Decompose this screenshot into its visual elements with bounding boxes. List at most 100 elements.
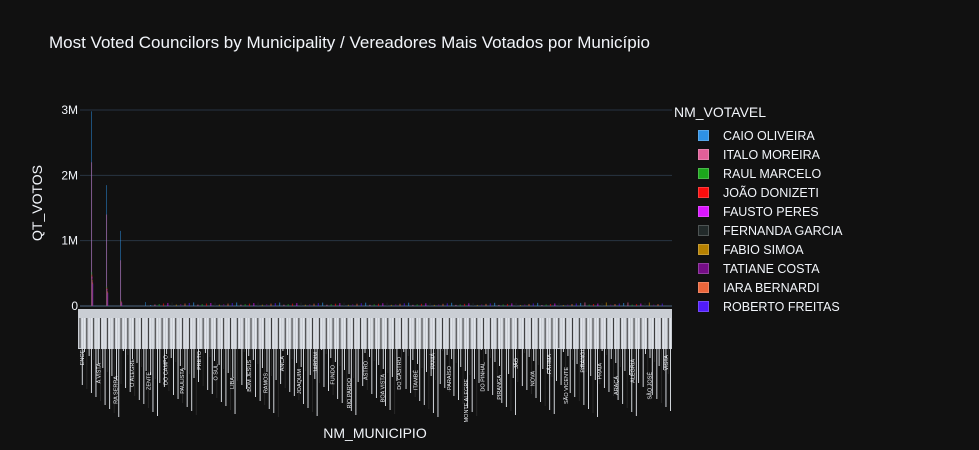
bar[interactable] [498, 304, 500, 306]
bar[interactable] [352, 304, 354, 306]
bar[interactable] [446, 303, 448, 306]
bar[interactable] [386, 302, 388, 306]
bar[interactable] [502, 304, 504, 306]
bar[interactable] [304, 304, 306, 306]
bar[interactable] [614, 304, 616, 306]
bar[interactable] [623, 302, 625, 306]
bar[interactable] [218, 304, 220, 306]
bar[interactable] [429, 302, 431, 306]
bar[interactable] [592, 303, 595, 306]
bar[interactable] [184, 303, 186, 306]
bar[interactable] [188, 302, 190, 306]
bar[interactable] [489, 303, 491, 306]
bar[interactable] [451, 302, 453, 306]
bar[interactable] [167, 302, 169, 306]
bar[interactable] [253, 303, 255, 306]
bar[interactable] [481, 304, 483, 306]
bar[interactable] [562, 305, 564, 306]
bar[interactable] [644, 303, 646, 306]
bar[interactable] [635, 304, 638, 306]
bar[interactable] [545, 304, 547, 306]
legend-item[interactable]: IARA BERNARDI [672, 278, 872, 297]
legend-item[interactable]: JOÃO DONIZETI [672, 183, 872, 202]
bar[interactable] [343, 302, 345, 306]
bar[interactable] [162, 303, 165, 306]
bar[interactable] [150, 305, 152, 306]
bar[interactable] [459, 304, 461, 306]
bar[interactable] [107, 292, 109, 306]
bar[interactable] [420, 303, 423, 306]
legend-item[interactable]: FAUSTO PERES [672, 202, 872, 221]
bar[interactable] [438, 304, 440, 306]
bar[interactable] [322, 302, 324, 306]
bar[interactable] [296, 303, 298, 306]
bar[interactable] [494, 302, 496, 306]
bar[interactable] [528, 303, 530, 306]
bar[interactable] [541, 304, 543, 306]
legend-item[interactable]: RAUL MARCELO [672, 164, 872, 183]
bar[interactable] [382, 303, 384, 306]
bar[interactable] [175, 304, 177, 306]
bar[interactable] [571, 303, 573, 306]
bar[interactable] [558, 302, 560, 306]
bar[interactable] [373, 304, 375, 306]
bar[interactable] [377, 303, 380, 306]
legend[interactable]: NM_VOTAVEL CAIO OLIVEIRA ITALO MOREIRA RAU… [672, 104, 872, 322]
bar[interactable] [653, 304, 655, 306]
bar[interactable] [403, 303, 405, 306]
bar[interactable] [433, 304, 435, 306]
bar[interactable] [519, 304, 521, 306]
bar[interactable] [425, 303, 427, 306]
bar[interactable] [227, 303, 229, 306]
bar[interactable] [248, 303, 251, 306]
bar[interactable] [567, 304, 569, 306]
bar[interactable] [549, 303, 552, 306]
bar[interactable] [291, 303, 294, 306]
bar[interactable] [356, 303, 358, 306]
bar[interactable] [205, 303, 208, 306]
bar[interactable] [274, 303, 276, 306]
bar[interactable] [240, 304, 242, 306]
bar[interactable] [270, 303, 272, 306]
bar[interactable] [390, 304, 392, 306]
bar[interactable] [201, 304, 203, 306]
bar[interactable] [210, 303, 212, 306]
bar[interactable] [554, 303, 556, 306]
bar[interactable] [610, 304, 612, 306]
bar[interactable] [171, 302, 173, 306]
bar[interactable] [360, 303, 362, 306]
bar[interactable] [455, 304, 457, 306]
bar[interactable] [309, 304, 311, 306]
bar[interactable] [395, 304, 397, 306]
bar[interactable] [244, 304, 246, 306]
bar[interactable] [476, 304, 478, 306]
bar[interactable] [180, 304, 182, 306]
bar[interactable] [92, 283, 94, 306]
bar[interactable] [347, 304, 349, 306]
bar[interactable] [365, 302, 367, 306]
bar[interactable] [657, 304, 659, 306]
legend-item[interactable]: CAIO OLIVEIRA [672, 126, 872, 145]
bar[interactable] [236, 302, 238, 306]
bar[interactable] [605, 302, 607, 306]
bar[interactable] [631, 304, 633, 306]
legend-item[interactable]: ITALO MOREIRA [672, 145, 872, 164]
legend-item[interactable]: ROBERTO FREITAS [672, 297, 872, 316]
bar[interactable] [313, 303, 315, 306]
bar[interactable] [442, 303, 444, 306]
bar[interactable] [506, 303, 509, 306]
bar[interactable] [468, 303, 470, 306]
bar[interactable] [618, 303, 620, 306]
bar[interactable] [330, 304, 332, 306]
bar[interactable] [627, 302, 629, 306]
bar[interactable] [661, 303, 663, 306]
bar[interactable] [231, 303, 233, 306]
bar[interactable] [584, 302, 586, 306]
bar[interactable] [120, 260, 122, 306]
legend-item[interactable]: TATIANE COSTA [672, 259, 872, 278]
bar[interactable] [279, 302, 281, 306]
bar[interactable] [287, 304, 289, 306]
bar[interactable] [580, 302, 582, 306]
bar[interactable] [223, 304, 225, 306]
bar[interactable] [412, 304, 414, 306]
